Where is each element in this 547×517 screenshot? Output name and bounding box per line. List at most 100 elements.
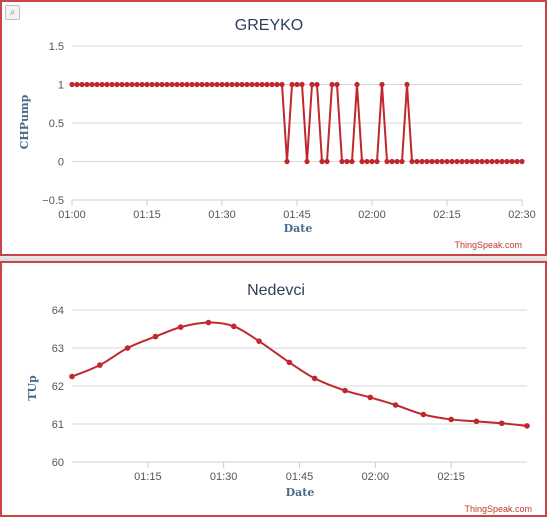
data-point[interactable] [79,81,85,88]
data-point[interactable] [389,158,395,165]
data-point[interactable] [299,81,305,88]
data-point[interactable] [354,81,360,88]
data-point[interactable] [144,81,150,88]
data-point[interactable] [439,158,445,165]
data-point[interactable] [459,158,465,165]
data-point[interactable] [274,81,280,88]
data-point[interactable] [339,158,345,165]
data-point[interactable] [444,158,450,165]
data-point[interactable] [342,387,348,394]
data-point[interactable] [286,359,293,366]
data-point[interactable] [334,81,340,88]
data-point[interactable] [404,81,410,88]
data-point[interactable] [319,158,325,165]
data-point[interactable] [249,81,255,88]
data-point[interactable] [229,81,235,88]
data-point[interactable] [399,158,405,165]
data-point[interactable] [134,81,140,88]
data-point[interactable] [448,416,454,423]
data-point[interactable] [454,158,460,165]
data-point[interactable] [174,81,180,88]
data-point[interactable] [279,81,285,88]
data-point[interactable] [199,81,205,88]
data-point[interactable] [230,323,237,330]
data-point[interactable] [69,373,75,380]
data-point[interactable] [314,81,320,88]
data-point[interactable] [129,81,135,88]
data-point[interactable] [311,375,318,382]
data-point[interactable] [259,81,265,88]
data-point[interactable] [434,158,440,165]
zoom-icon[interactable]: ⌕ [5,5,20,20]
data-point[interactable] [369,158,375,165]
data-point[interactable] [464,158,470,165]
data-point[interactable] [159,81,165,88]
data-point[interactable] [154,81,160,88]
data-point[interactable] [209,81,215,88]
data-point[interactable] [224,81,230,88]
data-point[interactable] [124,345,131,351]
data-point[interactable] [514,158,520,165]
data-point[interactable] [484,158,490,165]
data-point[interactable] [74,81,80,88]
credit-link[interactable]: ThingSpeak.com [454,240,522,250]
data-point[interactable] [424,158,430,165]
data-point[interactable] [294,81,300,88]
data-point[interactable] [494,158,500,165]
data-point[interactable] [359,158,365,165]
data-point[interactable] [384,158,390,165]
data-point[interactable] [239,81,245,88]
data-point[interactable] [194,81,200,88]
data-point[interactable] [109,81,115,88]
data-point[interactable] [94,81,100,88]
data-point[interactable] [367,394,374,401]
data-point[interactable] [149,81,155,88]
data-point[interactable] [139,81,145,88]
data-point[interactable] [169,81,175,88]
data-point[interactable] [479,158,485,165]
data-point[interactable] [429,158,435,165]
data-point[interactable] [104,81,110,88]
data-point[interactable] [420,411,427,418]
data-point[interactable] [499,158,505,165]
data-point[interactable] [524,423,530,429]
data-point[interactable] [119,81,125,88]
data-point[interactable] [256,338,262,344]
data-point[interactable] [205,319,212,326]
data-point[interactable] [379,81,385,88]
data-point[interactable] [498,420,505,427]
data-point[interactable] [84,81,90,88]
data-point[interactable] [509,158,515,165]
data-point[interactable] [324,158,330,165]
data-point[interactable] [364,158,370,165]
data-point[interactable] [164,81,170,88]
data-point[interactable] [214,81,220,88]
data-point[interactable] [392,402,399,408]
data-point[interactable] [474,158,480,165]
data-point[interactable] [152,333,159,340]
data-point[interactable] [349,158,355,165]
data-point[interactable] [414,158,420,165]
credit-link[interactable]: ThingSpeak.com [464,504,532,514]
data-point[interactable] [189,81,195,88]
data-point[interactable] [374,158,380,165]
data-point[interactable] [284,158,290,165]
data-point[interactable] [409,158,415,165]
data-point[interactable] [244,81,250,88]
data-point[interactable] [179,81,185,88]
data-point[interactable] [344,158,350,165]
data-point[interactable] [234,81,240,88]
data-point[interactable] [99,81,105,88]
data-point[interactable] [89,81,95,88]
data-point[interactable] [219,81,225,88]
data-point[interactable] [289,81,295,88]
data-point[interactable] [489,158,495,165]
data-point[interactable] [254,81,260,88]
data-point[interactable] [419,158,425,165]
data-point[interactable] [97,362,103,368]
data-point[interactable] [309,81,315,88]
data-point[interactable] [329,81,335,88]
data-point[interactable] [204,81,210,88]
data-point[interactable] [469,158,475,165]
data-point[interactable] [69,81,75,88]
